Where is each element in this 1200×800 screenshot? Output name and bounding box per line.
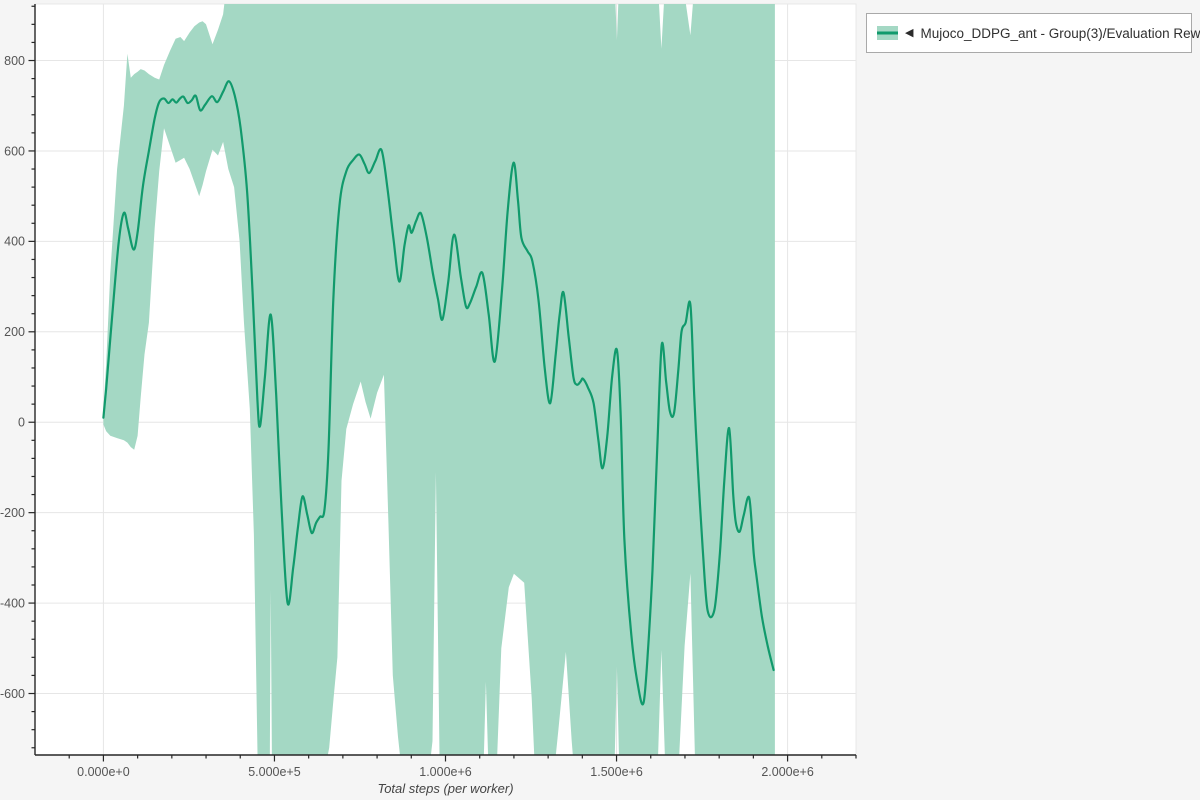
x-axis-title: Total steps (per worker) — [377, 781, 513, 796]
legend-band-swatch-icon — [877, 26, 898, 40]
y-tick-label: 800 — [4, 54, 25, 68]
y-tick-label: 600 — [4, 144, 25, 158]
x-tick-label: 0.000e+0 — [77, 765, 130, 779]
axes: 0.000e+0 5.000e+5 1.000e+6 1.500e+6 2.000e+6… — [0, 4, 857, 796]
y-tick-label: 200 — [4, 325, 25, 339]
x-tick-label: 2.000e+6 — [761, 765, 814, 779]
mean-line — [102, 80, 775, 706]
legend[interactable]: ◀ Mujoco_DDPG_ant - Group(3)/Evaluation … — [866, 13, 1200, 53]
x-tick-label: 5.000e+5 — [248, 765, 301, 779]
series-layer — [102, 4, 775, 755]
y-tick-label: -200 — [0, 506, 25, 520]
y-tick-label: 0 — [18, 416, 25, 430]
y-tick-label: -600 — [0, 687, 25, 701]
x-tick-label: 1.000e+6 — [419, 765, 472, 779]
legend-collapse-icon[interactable]: ◀ — [905, 26, 914, 39]
confidence-band — [103, 4, 775, 755]
y-tick-label: 400 — [4, 235, 25, 249]
x-tick-label: 1.500e+6 — [590, 765, 643, 779]
y-tick-label: -400 — [0, 596, 25, 610]
line-color-chip — [877, 31, 898, 35]
legend-series-label: Mujoco_DDPG_ant - Group(3)/Evaluation Re… — [920, 25, 1200, 41]
